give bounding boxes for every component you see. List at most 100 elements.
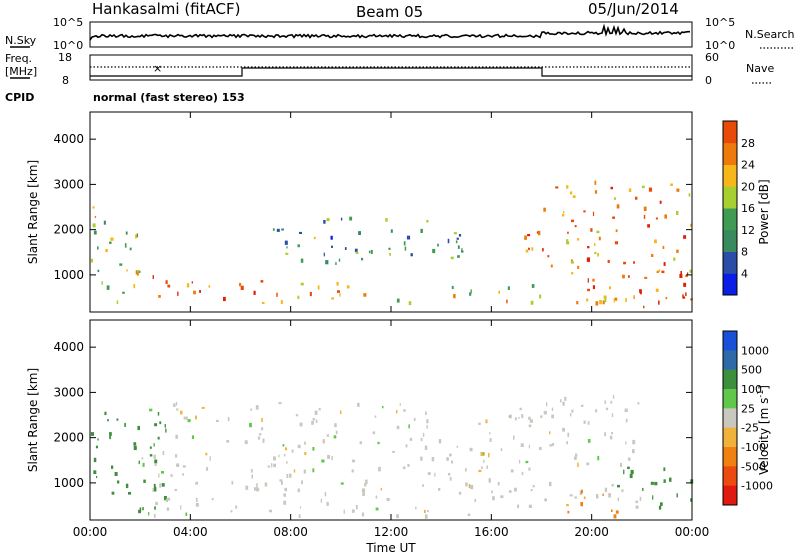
- heatmap-cell: [141, 457, 144, 460]
- heatmap-cell: [97, 438, 99, 441]
- heatmap-cell: [180, 505, 182, 510]
- heatmap-cell: [528, 444, 530, 449]
- heatmap-cell: [111, 465, 114, 469]
- heatmap-cell: [627, 457, 631, 461]
- heatmap-cell: [297, 244, 300, 248]
- heatmap-cell: [628, 188, 632, 192]
- heatmap-cell: [107, 419, 109, 422]
- heatmap-cell: [276, 292, 278, 297]
- heatmap-cell: [587, 246, 590, 249]
- heatmap-cell: [403, 409, 406, 412]
- colorbar-frame: [722, 120, 738, 296]
- colorbar-tick-label: -1000: [741, 480, 773, 493]
- heatmap-cell: [610, 186, 613, 190]
- heatmap-cell: [154, 506, 156, 510]
- heatmap-cell: [571, 272, 574, 275]
- heatmap-cell: [604, 487, 608, 493]
- heatmap-cell: [216, 419, 219, 422]
- heatmap-cell: [622, 274, 625, 279]
- heatmap-cell: [250, 408, 252, 411]
- heatmap-cell: [231, 480, 234, 485]
- heatmap-cell: [625, 441, 627, 445]
- power-colorbar-label: Power [dB]: [757, 179, 771, 244]
- heatmap-cell: [539, 294, 542, 299]
- heatmap-cell: [513, 435, 515, 440]
- heatmap-cell: [687, 272, 689, 275]
- heatmap-cell: [273, 456, 276, 461]
- heatmap-cell: [595, 301, 599, 306]
- heatmap-cell: [489, 432, 491, 435]
- heatmap-cell: [614, 241, 619, 245]
- heatmap-cell: [612, 395, 615, 399]
- heatmap-cell: [650, 481, 654, 485]
- heatmap-cell: [326, 501, 329, 506]
- heatmap-cell: [97, 269, 100, 273]
- heatmap-cell: [152, 488, 154, 492]
- heatmap-cell: [549, 444, 553, 447]
- heatmap-cell: [613, 298, 615, 303]
- heatmap-cell: [325, 260, 329, 265]
- heatmap-cell: [615, 510, 619, 514]
- heatmap-cell: [187, 419, 191, 423]
- heatmap-cell: [110, 237, 114, 241]
- y-tick-label: 3000: [53, 385, 84, 399]
- heatmap-cell: [111, 491, 115, 495]
- heatmap-cell: [577, 265, 580, 269]
- heatmap-cell: [611, 484, 614, 487]
- heatmap-cell: [105, 248, 108, 253]
- heatmap-cell: [608, 493, 611, 498]
- nsearch-label: N.Search: [745, 28, 795, 41]
- heatmap-cell: [303, 469, 306, 474]
- heatmap-cell: [624, 408, 628, 412]
- y-tick-label: 3000: [53, 177, 84, 191]
- heatmap-cell: [586, 298, 589, 302]
- heatmap-cell: [456, 237, 459, 240]
- x-tick-label: 00:00: [73, 525, 108, 539]
- heatmap-cell: [527, 234, 531, 237]
- heatmap-cell: [201, 406, 205, 409]
- heatmap-cell: [563, 210, 565, 214]
- heatmap-cell: [167, 284, 171, 288]
- power-y-axis: 1000 2000 3000 4000: [53, 132, 692, 282]
- heatmap-cell: [267, 465, 271, 468]
- nsky-series-line: [89, 23, 690, 41]
- heatmap-cell: [595, 409, 598, 413]
- colorbar-tick-label: 28: [741, 137, 755, 150]
- heatmap-cell: [562, 401, 565, 406]
- heatmap-cell: [617, 484, 620, 488]
- heatmap-cell: [604, 297, 607, 303]
- heatmap-cell: [637, 402, 640, 405]
- heatmap-cell: [244, 440, 248, 445]
- heatmap-cell: [358, 231, 361, 235]
- heatmap-cell: [583, 496, 586, 500]
- heatmap-cell: [340, 217, 343, 221]
- heatmap-cell: [682, 294, 684, 298]
- heatmap-cell: [587, 288, 590, 292]
- heatmap-cell: [257, 436, 261, 440]
- heatmap-cell: [117, 480, 120, 484]
- heatmap-cell: [451, 285, 454, 290]
- colorbar-segment: [723, 447, 737, 467]
- heatmap-cell: [161, 471, 164, 474]
- heatmap-cell: [455, 240, 458, 244]
- heatmap-cell: [611, 509, 613, 512]
- heatmap-cell: [195, 481, 198, 485]
- heatmap-cell: [434, 472, 436, 477]
- heatmap-cell: [597, 455, 600, 461]
- heatmap-cell: [396, 410, 398, 414]
- colorbar-tick-label: 500: [741, 364, 762, 377]
- heatmap-cell: [635, 505, 639, 509]
- heatmap-cell: [143, 479, 146, 483]
- heatmap-cell: [137, 425, 140, 431]
- heatmap-cell: [148, 511, 150, 516]
- heatmap-cell: [438, 439, 442, 444]
- heatmap-cell: [149, 446, 152, 449]
- colorbar-segment: [723, 251, 737, 274]
- heatmap-cell: [635, 196, 638, 200]
- heatmap-cell: [380, 488, 383, 491]
- heatmap-cell: [208, 285, 211, 288]
- heatmap-cell: [570, 413, 572, 417]
- heatmap-cell: [154, 423, 158, 427]
- heatmap-cell: [567, 231, 569, 234]
- heatmap-cell: [295, 414, 299, 417]
